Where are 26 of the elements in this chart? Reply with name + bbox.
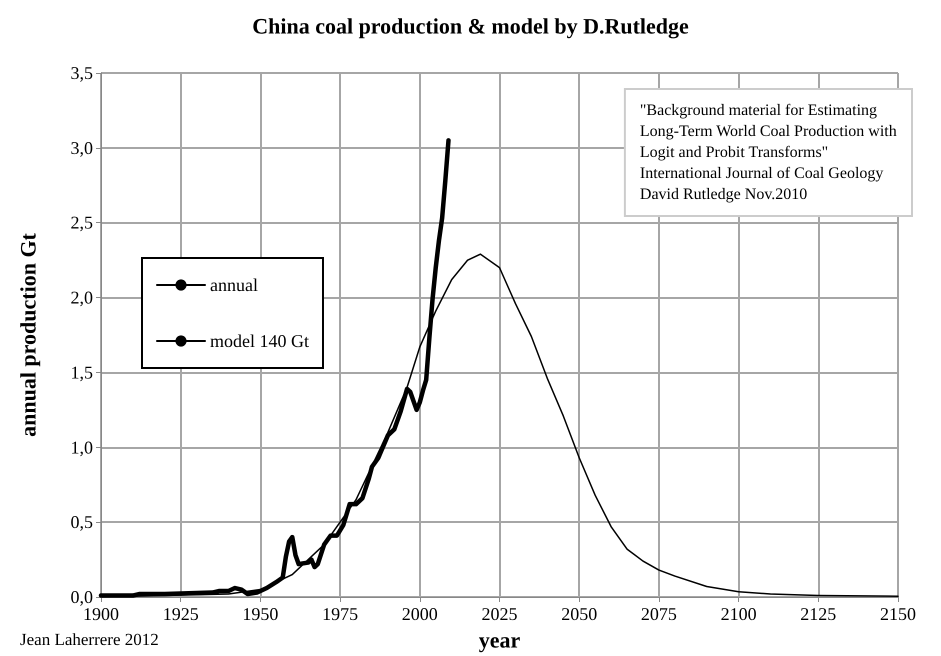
x-tick-label: 1975 bbox=[322, 604, 358, 624]
y-tick-label: 0,0 bbox=[70, 587, 93, 607]
x-tick-label: 1950 bbox=[242, 604, 278, 624]
x-tick-label: 2150 bbox=[880, 604, 916, 624]
y-tick-label: 2,5 bbox=[70, 212, 93, 233]
y-tick-label: 1,5 bbox=[70, 362, 93, 382]
x-tick-label: 2050 bbox=[561, 604, 598, 624]
y-tick-label: 1,0 bbox=[70, 437, 93, 458]
y-tick-label: 2,0 bbox=[70, 288, 93, 308]
x-axis-title: year bbox=[478, 628, 520, 652]
x-tick-label: 1900 bbox=[83, 604, 119, 624]
x-tick-label: 2025 bbox=[482, 604, 518, 624]
y-tick-label: 0,5 bbox=[70, 512, 93, 532]
legend-label: model 140 Gt bbox=[210, 331, 309, 351]
y-tick-label: 3,0 bbox=[70, 138, 93, 158]
annotation: "Background material for Estimating Long-Term World Coal Production with Logit and Probit Transforms" International Journal of Coal Geology David Rutledge Nov.2010 bbox=[640, 102, 897, 203]
x-tick-label: 2100 bbox=[720, 604, 757, 624]
x-tick-label: 2075 bbox=[640, 604, 677, 624]
x-tick-label: 1925 bbox=[162, 604, 199, 624]
chart-title: China coal production & model by D.Rutledge bbox=[252, 14, 690, 38]
x-tick-label: 2000 bbox=[402, 604, 438, 624]
y-tick-label: 3,5 bbox=[70, 63, 93, 83]
text: Jean Laherrere 2012 bbox=[20, 630, 159, 649]
legend-label: annual bbox=[210, 275, 258, 295]
x-tick-label: 2125 bbox=[800, 604, 836, 624]
y-axis-title: annual production Gt bbox=[16, 232, 40, 437]
